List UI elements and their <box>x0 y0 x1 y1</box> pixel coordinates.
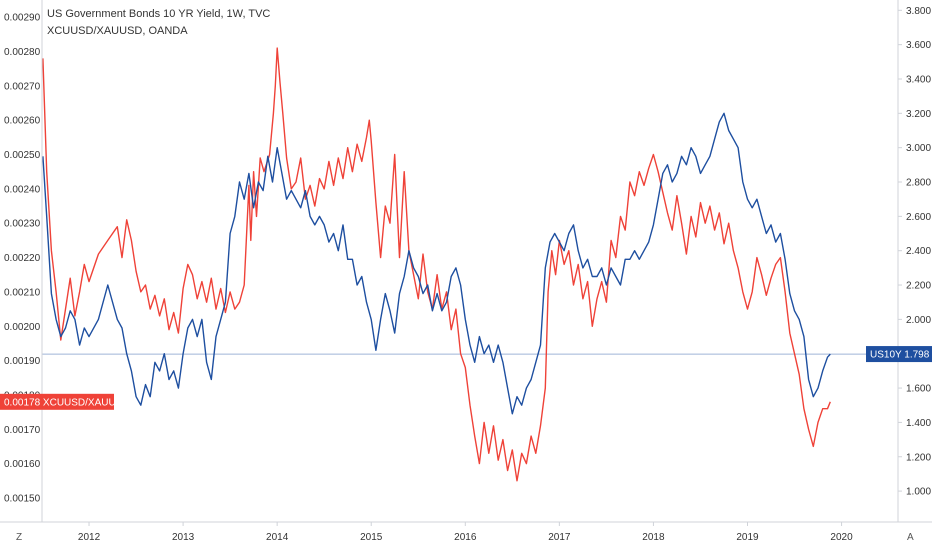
xcuusd-price-badge <box>0 393 114 410</box>
legend-subtitle: XCUUSD/XAUUSD, OANDA <box>47 25 188 37</box>
right-tick-label: 3.400 <box>906 74 931 85</box>
right-tick-label: 3.600 <box>906 40 931 51</box>
left-tick-label: 0.00240 <box>4 184 41 195</box>
left-tick-label: 0.00150 <box>4 493 41 504</box>
left-tick-label: 0.00200 <box>4 322 41 333</box>
series-line-xcuusd-xauusd <box>42 47 831 482</box>
us10y-price-badge <box>866 346 932 363</box>
left-tick-label: 0.00210 <box>4 287 41 298</box>
left-tick-label: 0.00260 <box>4 116 41 127</box>
timezone-corner-label[interactable]: Z <box>16 532 22 543</box>
right-tick-label: 2.600 <box>906 212 931 223</box>
right-tick-label: 2.800 <box>906 178 931 189</box>
left-tick-label: 0.00160 <box>4 459 41 470</box>
right-tick-label: 2.400 <box>906 246 931 257</box>
us10y-price-text: US10Y 1.798 <box>870 350 930 361</box>
x-tick-label: 2012 <box>78 532 101 543</box>
left-tick-label: 0.00190 <box>4 356 41 367</box>
right-tick-label: 3.200 <box>906 109 931 120</box>
left-tick-label: 0.00250 <box>4 150 41 161</box>
x-tick-label: 2018 <box>642 532 665 543</box>
right-tick-label: 1.200 <box>906 452 931 463</box>
x-tick-label: 2020 <box>830 532 853 543</box>
left-tick-label: 0.00170 <box>4 425 41 436</box>
right-tick-label: 2.000 <box>906 315 931 326</box>
x-tick-label: 2014 <box>266 532 289 543</box>
left-tick-label: 0.00270 <box>4 81 41 92</box>
x-tick-label: 2019 <box>736 532 759 543</box>
x-tick-label: 2015 <box>360 532 383 543</box>
series-line-us10y <box>42 112 831 415</box>
xcuusd-price-text: 0.00178 XCUUSD/XAUUSD <box>4 397 130 408</box>
left-tick-label: 0.00280 <box>4 47 41 58</box>
legend-title: US Government Bonds 10 YR Yield, 1W, TVC <box>47 8 270 20</box>
right-tick-label: 3.000 <box>906 143 931 154</box>
series-layer <box>42 47 898 482</box>
right-tick-label: 1.400 <box>906 418 931 429</box>
right-tick-label: 1.000 <box>906 487 931 498</box>
right-tick-label: 3.800 <box>906 6 931 17</box>
left-tick-label: 0.00220 <box>4 253 41 264</box>
left-tick-label: 0.00290 <box>4 13 41 24</box>
left-tick-label: 0.00230 <box>4 219 41 230</box>
label-layer: 0.00178 XCUUSD/XAUUSD US10Y 1.798 <box>0 346 932 410</box>
x-tick-label: 2013 <box>172 532 195 543</box>
auto-scale-button[interactable]: A <box>907 532 914 543</box>
x-tick-label: 2016 <box>454 532 477 543</box>
right-tick-label: 1.600 <box>906 384 931 395</box>
x-tick-label: 2017 <box>548 532 571 543</box>
legend: US Government Bonds 10 YR Yield, 1W, TVC… <box>47 8 270 37</box>
right-tick-label: 2.200 <box>906 281 931 292</box>
